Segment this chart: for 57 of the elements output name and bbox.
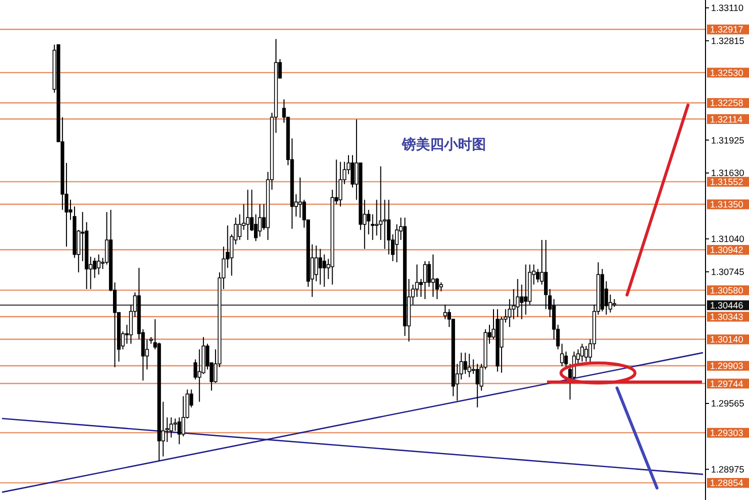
candlestick: [386, 199, 391, 255]
candlestick: [194, 358, 198, 380]
ref-line-label: 1.29303: [710, 428, 744, 438]
candlestick: [177, 416, 182, 445]
y-tick-label: 1.28975: [711, 464, 744, 475]
ref-line-label: 1.31350: [710, 200, 744, 210]
candlestick: [350, 154, 354, 188]
candlestick: [423, 260, 427, 300]
ref-line-label: 1.32530: [710, 68, 744, 78]
y-tick-label: 1.33110: [711, 3, 744, 14]
candlestick: [476, 363, 480, 408]
ref-line-label: 1.29903: [710, 361, 744, 372]
candlestick: [580, 343, 584, 362]
candlestick: [318, 248, 322, 286]
ref-line-label: 1.30580: [710, 285, 744, 296]
text: 镑美四小时图: [401, 136, 486, 152]
candlestick: [198, 348, 202, 402]
ref-line-label: 1.32114: [710, 114, 743, 124]
y-tick-label: 1.31630: [711, 168, 744, 178]
y-tick-label: 1.30745: [711, 266, 744, 277]
ref-line-label: 1.32258: [710, 98, 744, 108]
candlestick: [370, 214, 374, 240]
candlestick: [96, 254, 101, 276]
candlestick: [314, 245, 318, 282]
candlestick: [338, 161, 342, 207]
ref-line-label: 1.30343: [710, 312, 744, 322]
candlestick: [431, 254, 435, 298]
candlestick: [468, 353, 472, 378]
y-tick-label: 1.31040: [711, 234, 744, 244]
candlestick: [298, 176, 302, 218]
ref-line-label: 1.32917: [710, 24, 744, 35]
ref-line-label: 1.30942: [710, 245, 744, 256]
candlestick: [322, 254, 326, 288]
ref-line-label: 1.30446: [710, 300, 744, 310]
candlestick: [382, 199, 387, 250]
candlestick: [435, 277, 439, 300]
candlestick: [258, 204, 262, 238]
ref-line-label: 1.30140: [710, 334, 744, 345]
candlestick: [395, 224, 399, 263]
candlestick: [536, 268, 540, 283]
candlestick: [165, 416, 169, 442]
ref-line-label: 1.29744: [710, 378, 744, 389]
y-tick-label: 1.31925: [711, 135, 744, 146]
candlestick: [173, 418, 178, 432]
y-tick-label: 1.29565: [711, 398, 744, 409]
candlestick: [246, 189, 250, 240]
candlestick: [524, 264, 528, 316]
candlestick: [92, 257, 96, 278]
candlestick: [443, 304, 447, 320]
candlestick: [544, 239, 548, 310]
candlestick: [516, 278, 520, 318]
y-tick-label: 1.32815: [711, 36, 744, 46]
ref-line-label: 1.28854: [710, 478, 744, 488]
ref-line-label: 1.31552: [710, 176, 744, 187]
candlestick: [463, 352, 468, 374]
candlestick: [169, 416, 174, 438]
candlestick: [584, 345, 588, 362]
